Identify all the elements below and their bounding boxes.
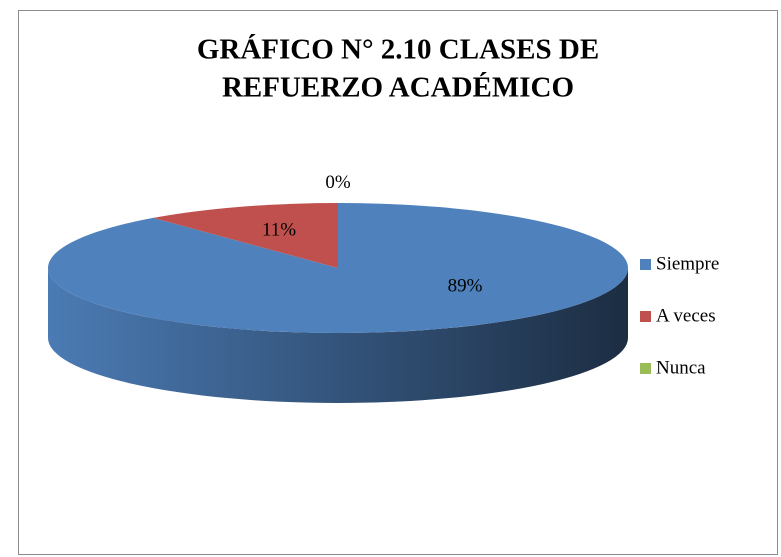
legend-label: Nunca [656, 357, 706, 378]
legend-swatch [640, 363, 651, 374]
data-label: 11% [262, 220, 296, 241]
legend-label: Siempre [656, 253, 719, 274]
legend-swatch [640, 259, 651, 270]
pie-slice [47, 203, 628, 333]
legend-label: A veces [656, 305, 716, 326]
chart-title: REFUERZO ACADÉMICO [222, 71, 574, 104]
data-label: 0% [325, 172, 351, 193]
pie-side [48, 268, 628, 403]
data-label: 89% [448, 275, 483, 296]
legend-swatch [640, 311, 651, 322]
chart-title: GRÁFICO N° 2.10 CLASES DE [197, 33, 599, 66]
pie-slice [153, 203, 338, 268]
